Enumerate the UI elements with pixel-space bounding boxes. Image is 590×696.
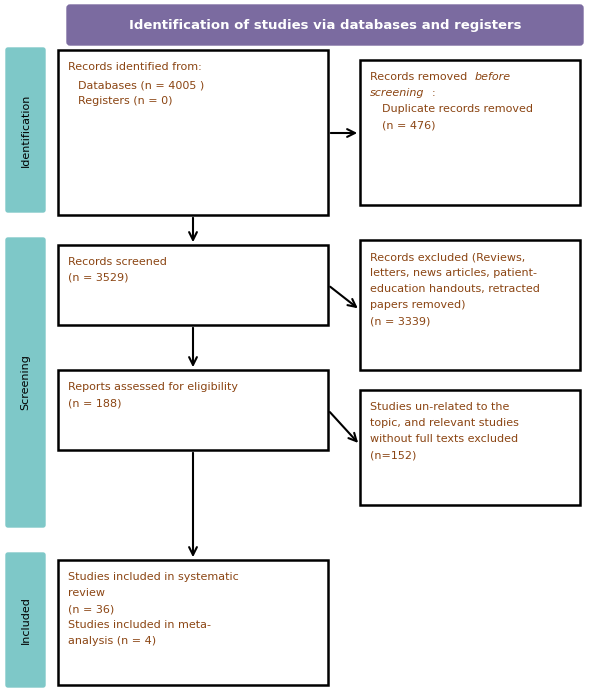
Text: screening: screening (370, 88, 424, 98)
FancyBboxPatch shape (6, 238, 45, 527)
Text: Duplicate records removed: Duplicate records removed (382, 104, 533, 114)
Text: Records screened: Records screened (68, 257, 167, 267)
Text: review: review (68, 588, 105, 598)
Text: (n=152): (n=152) (370, 450, 417, 460)
Text: papers removed): papers removed) (370, 300, 466, 310)
Text: Records identified from:: Records identified from: (68, 62, 202, 72)
Text: analysis (n = 4): analysis (n = 4) (68, 636, 156, 646)
Text: Registers (n = 0): Registers (n = 0) (78, 96, 172, 106)
Text: Records excluded (Reviews,: Records excluded (Reviews, (370, 252, 525, 262)
Text: education handouts, retracted: education handouts, retracted (370, 284, 540, 294)
Text: before: before (475, 72, 511, 82)
Text: Studies included in systematic: Studies included in systematic (68, 572, 239, 582)
Bar (58, 560, 328, 685)
Text: Included: Included (21, 596, 31, 644)
Text: Identification: Identification (21, 93, 31, 166)
Text: Reports assessed for eligibility: Reports assessed for eligibility (68, 382, 238, 392)
Bar (58, 370, 328, 450)
Bar (360, 240, 580, 370)
Text: without full texts excluded: without full texts excluded (370, 434, 518, 444)
Text: Databases (n = 4005 ): Databases (n = 4005 ) (78, 80, 204, 90)
Text: Identification of studies via databases and registers: Identification of studies via databases … (129, 19, 521, 31)
Bar (58, 50, 328, 215)
Text: (n = 476): (n = 476) (382, 120, 435, 130)
FancyBboxPatch shape (6, 48, 45, 212)
Text: Records removed: Records removed (370, 72, 471, 82)
Bar (360, 60, 580, 205)
Text: :: : (432, 88, 435, 98)
Bar (360, 390, 580, 505)
Text: Studies included in meta-: Studies included in meta- (68, 620, 211, 630)
Text: letters, news articles, patient-: letters, news articles, patient- (370, 268, 537, 278)
Bar (58, 245, 328, 325)
FancyBboxPatch shape (6, 553, 45, 687)
Text: topic, and relevant studies: topic, and relevant studies (370, 418, 519, 428)
Text: Screening: Screening (21, 354, 31, 411)
Text: (n = 188): (n = 188) (68, 398, 122, 408)
FancyBboxPatch shape (67, 5, 583, 45)
Text: (n = 3339): (n = 3339) (370, 316, 430, 326)
Text: Studies un-related to the: Studies un-related to the (370, 402, 509, 412)
Text: (n = 3529): (n = 3529) (68, 273, 129, 283)
Text: (n = 36): (n = 36) (68, 604, 114, 614)
